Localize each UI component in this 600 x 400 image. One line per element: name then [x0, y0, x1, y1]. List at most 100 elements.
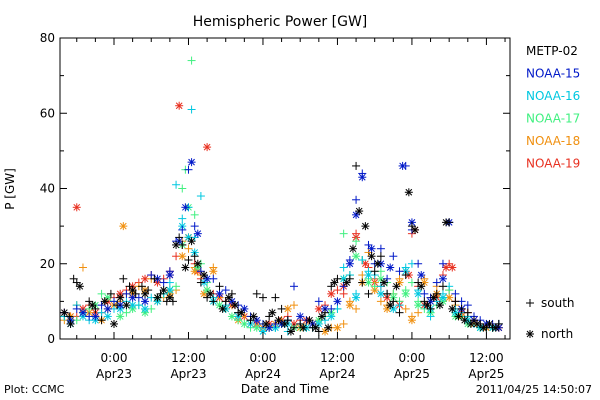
data-point-south: [395, 308, 404, 317]
x-tick-label-time: 0:00: [398, 351, 425, 365]
data-point-north: [116, 312, 125, 321]
data-point-north: [345, 301, 354, 310]
data-point-north: [333, 297, 342, 306]
data-point-north: [342, 278, 351, 287]
data-point-north: [299, 323, 308, 332]
data-point-south: [187, 56, 196, 65]
data-point-south: [358, 255, 367, 264]
data-point-north: [407, 316, 416, 325]
data-point-north: [373, 259, 382, 268]
data-point-south: [178, 225, 187, 234]
data-point-south: [290, 282, 298, 291]
data-point-north: [442, 218, 451, 227]
data-point-north: [485, 319, 494, 328]
data-point-north: [280, 319, 289, 328]
data-point-north: [479, 323, 488, 332]
data-point-south: [106, 289, 115, 298]
y-tick-label: 40: [40, 182, 55, 196]
y-tick-label: 80: [40, 31, 55, 45]
legend-item-noaa-18: NOAA-18: [526, 134, 580, 148]
data-point-south: [209, 297, 218, 306]
data-point-north: [392, 282, 401, 291]
x-tick-label-time: 12:00: [171, 351, 206, 365]
data-point-north: [268, 308, 277, 317]
data-point-north: [78, 308, 87, 317]
data-point-south: [150, 274, 159, 283]
data-point-south: [376, 297, 385, 306]
data-point-north: [367, 252, 376, 261]
data-point-north: [401, 289, 410, 298]
data-point-north: [435, 301, 444, 310]
data-point-north: [348, 244, 357, 253]
data-point-north: [209, 267, 218, 276]
data-point-north: [181, 263, 190, 272]
x-tick-label-date: Apr25: [394, 367, 430, 381]
data-point-north: [345, 259, 354, 268]
data-point-south: [113, 301, 122, 310]
data-point-north: [165, 293, 174, 302]
axes: 0 20 40 60 80 0:00 Apr23 12:00 Apr23 0:00 Apr24 12:…: [40, 31, 510, 381]
data-point-north: [206, 289, 215, 298]
data-point-north: [386, 301, 395, 310]
data-point-north: [414, 289, 423, 298]
data-point-north: [159, 286, 168, 295]
legend-south-label: south: [541, 296, 575, 310]
legend-item-noaa-16: NOAA-16: [526, 89, 580, 103]
data-point-south: [97, 316, 106, 325]
data-point-north: [110, 319, 118, 328]
data-point-north: [122, 301, 131, 310]
data-point-south: [97, 308, 106, 317]
data-point-south: [401, 271, 410, 280]
data-point-south: [339, 319, 348, 328]
data-point-south: [451, 289, 460, 298]
data-point-south: [383, 289, 392, 298]
data-point-south: [414, 259, 423, 268]
data-point-south: [432, 278, 441, 287]
data-point-south: [196, 192, 205, 201]
data-point-north: [224, 293, 233, 302]
data-point-north: [128, 286, 137, 295]
data-point-south: [339, 263, 348, 272]
data-point-south: [352, 304, 361, 313]
x-tick-label-time: 0:00: [101, 351, 128, 365]
x-axis-label: Date and Time: [241, 382, 329, 396]
data-point-north: [141, 297, 150, 306]
data-point-north: [187, 158, 196, 167]
data-point-south: [339, 229, 348, 238]
data-point-north: [215, 289, 224, 298]
data-point-south: [426, 312, 435, 321]
data-point-south: [184, 244, 193, 253]
data-point-north: [296, 312, 305, 321]
data-point-north: [460, 316, 469, 325]
data-point-north: [330, 278, 339, 287]
chart-title: Hemispheric Power [GW]: [193, 14, 368, 30]
legend-south-marker-icon: [526, 299, 534, 307]
data-point-south: [190, 210, 199, 219]
data-point-south: [271, 293, 280, 302]
data-point-south: [258, 293, 267, 302]
data-point-north: [274, 316, 283, 325]
data-point-south: [119, 274, 128, 283]
footer-plot-credit: Plot: CCMC: [4, 383, 65, 396]
data-point-south: [172, 282, 181, 291]
data-point-north: [438, 274, 447, 283]
data-point-north: [438, 293, 447, 302]
data-point-north: [231, 301, 240, 310]
y-tick-label: 0: [47, 332, 55, 346]
data-point-north: [103, 304, 112, 313]
data-point-north: [200, 271, 208, 280]
data-point-north: [178, 252, 187, 261]
data-point-south: [463, 308, 472, 317]
footer-timestamp: 2011/04/25 14:50:07: [476, 383, 592, 396]
data-point-south: [438, 259, 447, 268]
data-point-south: [184, 165, 193, 174]
data-point-south: [438, 282, 447, 291]
data-point-north: [181, 203, 190, 212]
data-point-north: [175, 101, 184, 110]
data-point-north: [249, 312, 258, 321]
data-point-south: [401, 304, 410, 313]
data-point-south: [190, 252, 199, 261]
data-point-north: [352, 293, 361, 302]
data-point-north: [91, 312, 100, 321]
